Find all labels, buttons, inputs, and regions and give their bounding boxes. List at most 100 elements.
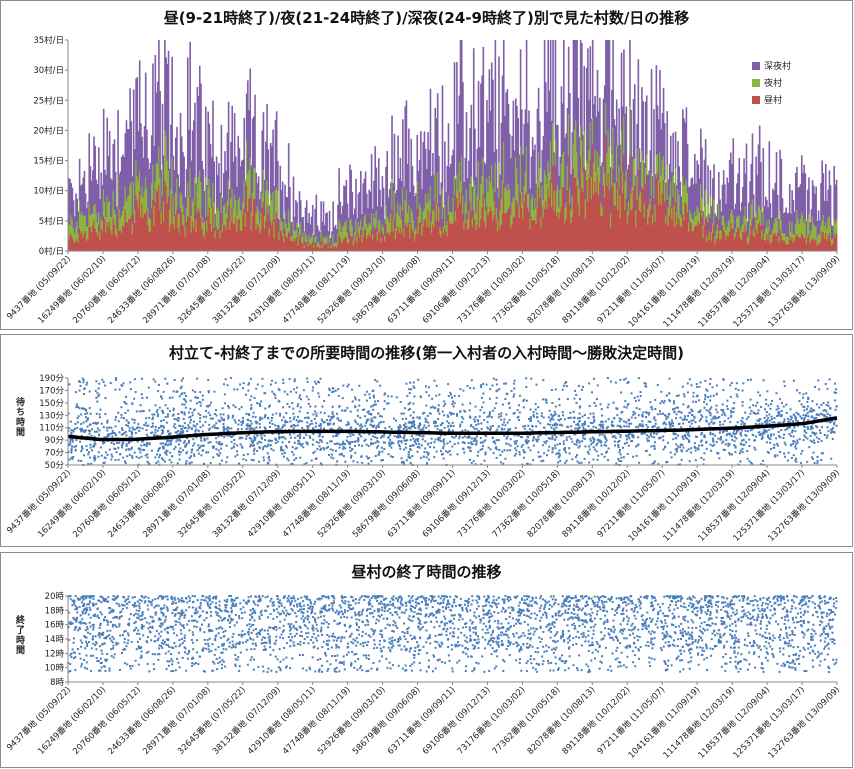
scatter-point <box>443 458 445 460</box>
scatter-point <box>294 378 296 380</box>
scatter-point <box>285 412 287 414</box>
scatter-point <box>807 419 809 421</box>
scatter-point <box>236 445 238 447</box>
scatter-point <box>222 407 224 409</box>
scatter-point <box>70 452 72 454</box>
scatter-point <box>193 455 195 457</box>
scatter-point <box>166 422 168 424</box>
scatter-point <box>775 392 777 394</box>
scatter-point <box>774 417 776 419</box>
scatter-point <box>836 425 838 427</box>
scatter-point <box>768 413 770 415</box>
deep-night-village-bar <box>394 134 396 191</box>
scatter-point <box>96 392 98 394</box>
scatter-point <box>336 443 338 445</box>
scatter-point <box>111 436 113 438</box>
scatter-point <box>417 438 419 440</box>
scatter-point <box>299 457 301 459</box>
scatter-point <box>253 412 255 414</box>
scatter-point <box>89 457 91 459</box>
scatter-point <box>628 445 630 447</box>
scatter-point <box>764 420 766 422</box>
scatter-point <box>664 400 666 402</box>
scatter-point <box>390 455 392 457</box>
scatter-point <box>826 404 828 406</box>
scatter-point <box>436 385 438 387</box>
scatter-point <box>686 450 688 452</box>
duration-scatter-panel: 村立て-村終了までの所要時間の推移(第一入村者の入村時間～勝敗決定時間) 待ち時… <box>0 334 853 547</box>
scatter-point <box>232 404 234 406</box>
scatter-point <box>790 444 792 446</box>
scatter-point <box>187 424 189 426</box>
scatter-point <box>724 414 726 416</box>
scatter-point <box>376 437 378 439</box>
scatter-point <box>755 423 757 425</box>
deep-night-village-bar <box>498 56 500 162</box>
x-tick-label: 125371番地 (13/03/17) <box>731 253 807 329</box>
scatter-point <box>195 397 197 399</box>
scatter-point <box>85 420 87 422</box>
scatter-point <box>178 425 180 427</box>
scatter-point <box>264 439 266 441</box>
scatter-point <box>227 384 229 386</box>
x-tick-label: 20760番地 (06/05/12) <box>71 253 144 326</box>
scatter-point <box>196 423 198 425</box>
scatter-point <box>700 414 702 416</box>
scatter-point <box>576 454 578 456</box>
scatter-point <box>404 434 406 436</box>
scatter-point <box>370 460 372 462</box>
scatter-point <box>423 424 425 426</box>
scatter-point <box>91 449 93 451</box>
scatter-point <box>500 461 502 463</box>
scatter-point <box>163 391 165 393</box>
scatter-point <box>250 395 252 397</box>
scatter-point <box>370 406 372 408</box>
scatter-point <box>650 433 652 435</box>
scatter-point <box>133 422 135 424</box>
scatter-point <box>113 432 115 434</box>
scatter-point <box>807 405 809 407</box>
scatter-point <box>267 417 269 419</box>
scatter-point <box>86 449 88 451</box>
scatter-point <box>275 397 277 399</box>
scatter-point <box>796 439 798 441</box>
scatter-point <box>342 448 344 450</box>
scatter-point <box>212 418 214 420</box>
scatter-point <box>469 402 471 404</box>
scatter-point <box>260 434 262 436</box>
scatter-point <box>705 419 707 421</box>
scatter-point <box>158 427 160 429</box>
scatter-point <box>710 406 712 408</box>
scatter-point <box>778 435 780 437</box>
scatter-point <box>769 408 771 410</box>
scatter-point <box>293 459 295 461</box>
scatter-point <box>259 403 261 405</box>
scatter-point <box>427 443 429 445</box>
scatter-point <box>124 460 126 462</box>
x-tick-label: 58679番地 (09/06/08) <box>350 253 423 326</box>
scatter-point <box>412 423 414 425</box>
scatter-point <box>529 420 531 422</box>
scatter-point <box>453 437 455 439</box>
scatter-point <box>413 424 415 426</box>
scatter-point <box>200 405 202 407</box>
scatter-point <box>798 413 800 415</box>
scatter-point <box>238 419 240 421</box>
scatter-point <box>567 426 569 428</box>
scatter-point <box>503 421 505 423</box>
scatter-point <box>308 403 310 405</box>
scatter-point <box>669 423 671 425</box>
scatter-point <box>709 444 711 446</box>
scatter-point <box>730 415 732 417</box>
scatter-point <box>717 417 719 419</box>
scatter-point <box>726 400 728 402</box>
scatter-point <box>716 385 718 387</box>
deep-night-village-bar <box>713 164 715 199</box>
x-tick-label: 118537番地 (12/09/04) <box>696 253 772 329</box>
scatter-point <box>593 378 595 380</box>
scatter-point <box>646 434 648 436</box>
scatter-point <box>770 435 772 437</box>
scatter-point <box>806 401 808 403</box>
scatter-point <box>742 405 744 407</box>
scatter-point <box>745 430 747 432</box>
